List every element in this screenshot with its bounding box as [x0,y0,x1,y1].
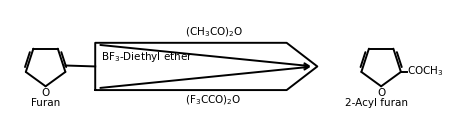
Text: O: O [377,88,385,98]
Text: (F$_3$CCO)$_2$O: (F$_3$CCO)$_2$O [185,93,241,107]
Text: (CH$_3$CO)$_2$O: (CH$_3$CO)$_2$O [185,25,243,39]
Text: O: O [41,88,50,98]
Text: Furan: Furan [31,98,60,108]
Text: 2-Acyl furan: 2-Acyl furan [345,98,408,108]
Text: COCH$_3$: COCH$_3$ [407,65,444,78]
Text: BF$_3$-Diethyl ether: BF$_3$-Diethyl ether [101,50,193,64]
